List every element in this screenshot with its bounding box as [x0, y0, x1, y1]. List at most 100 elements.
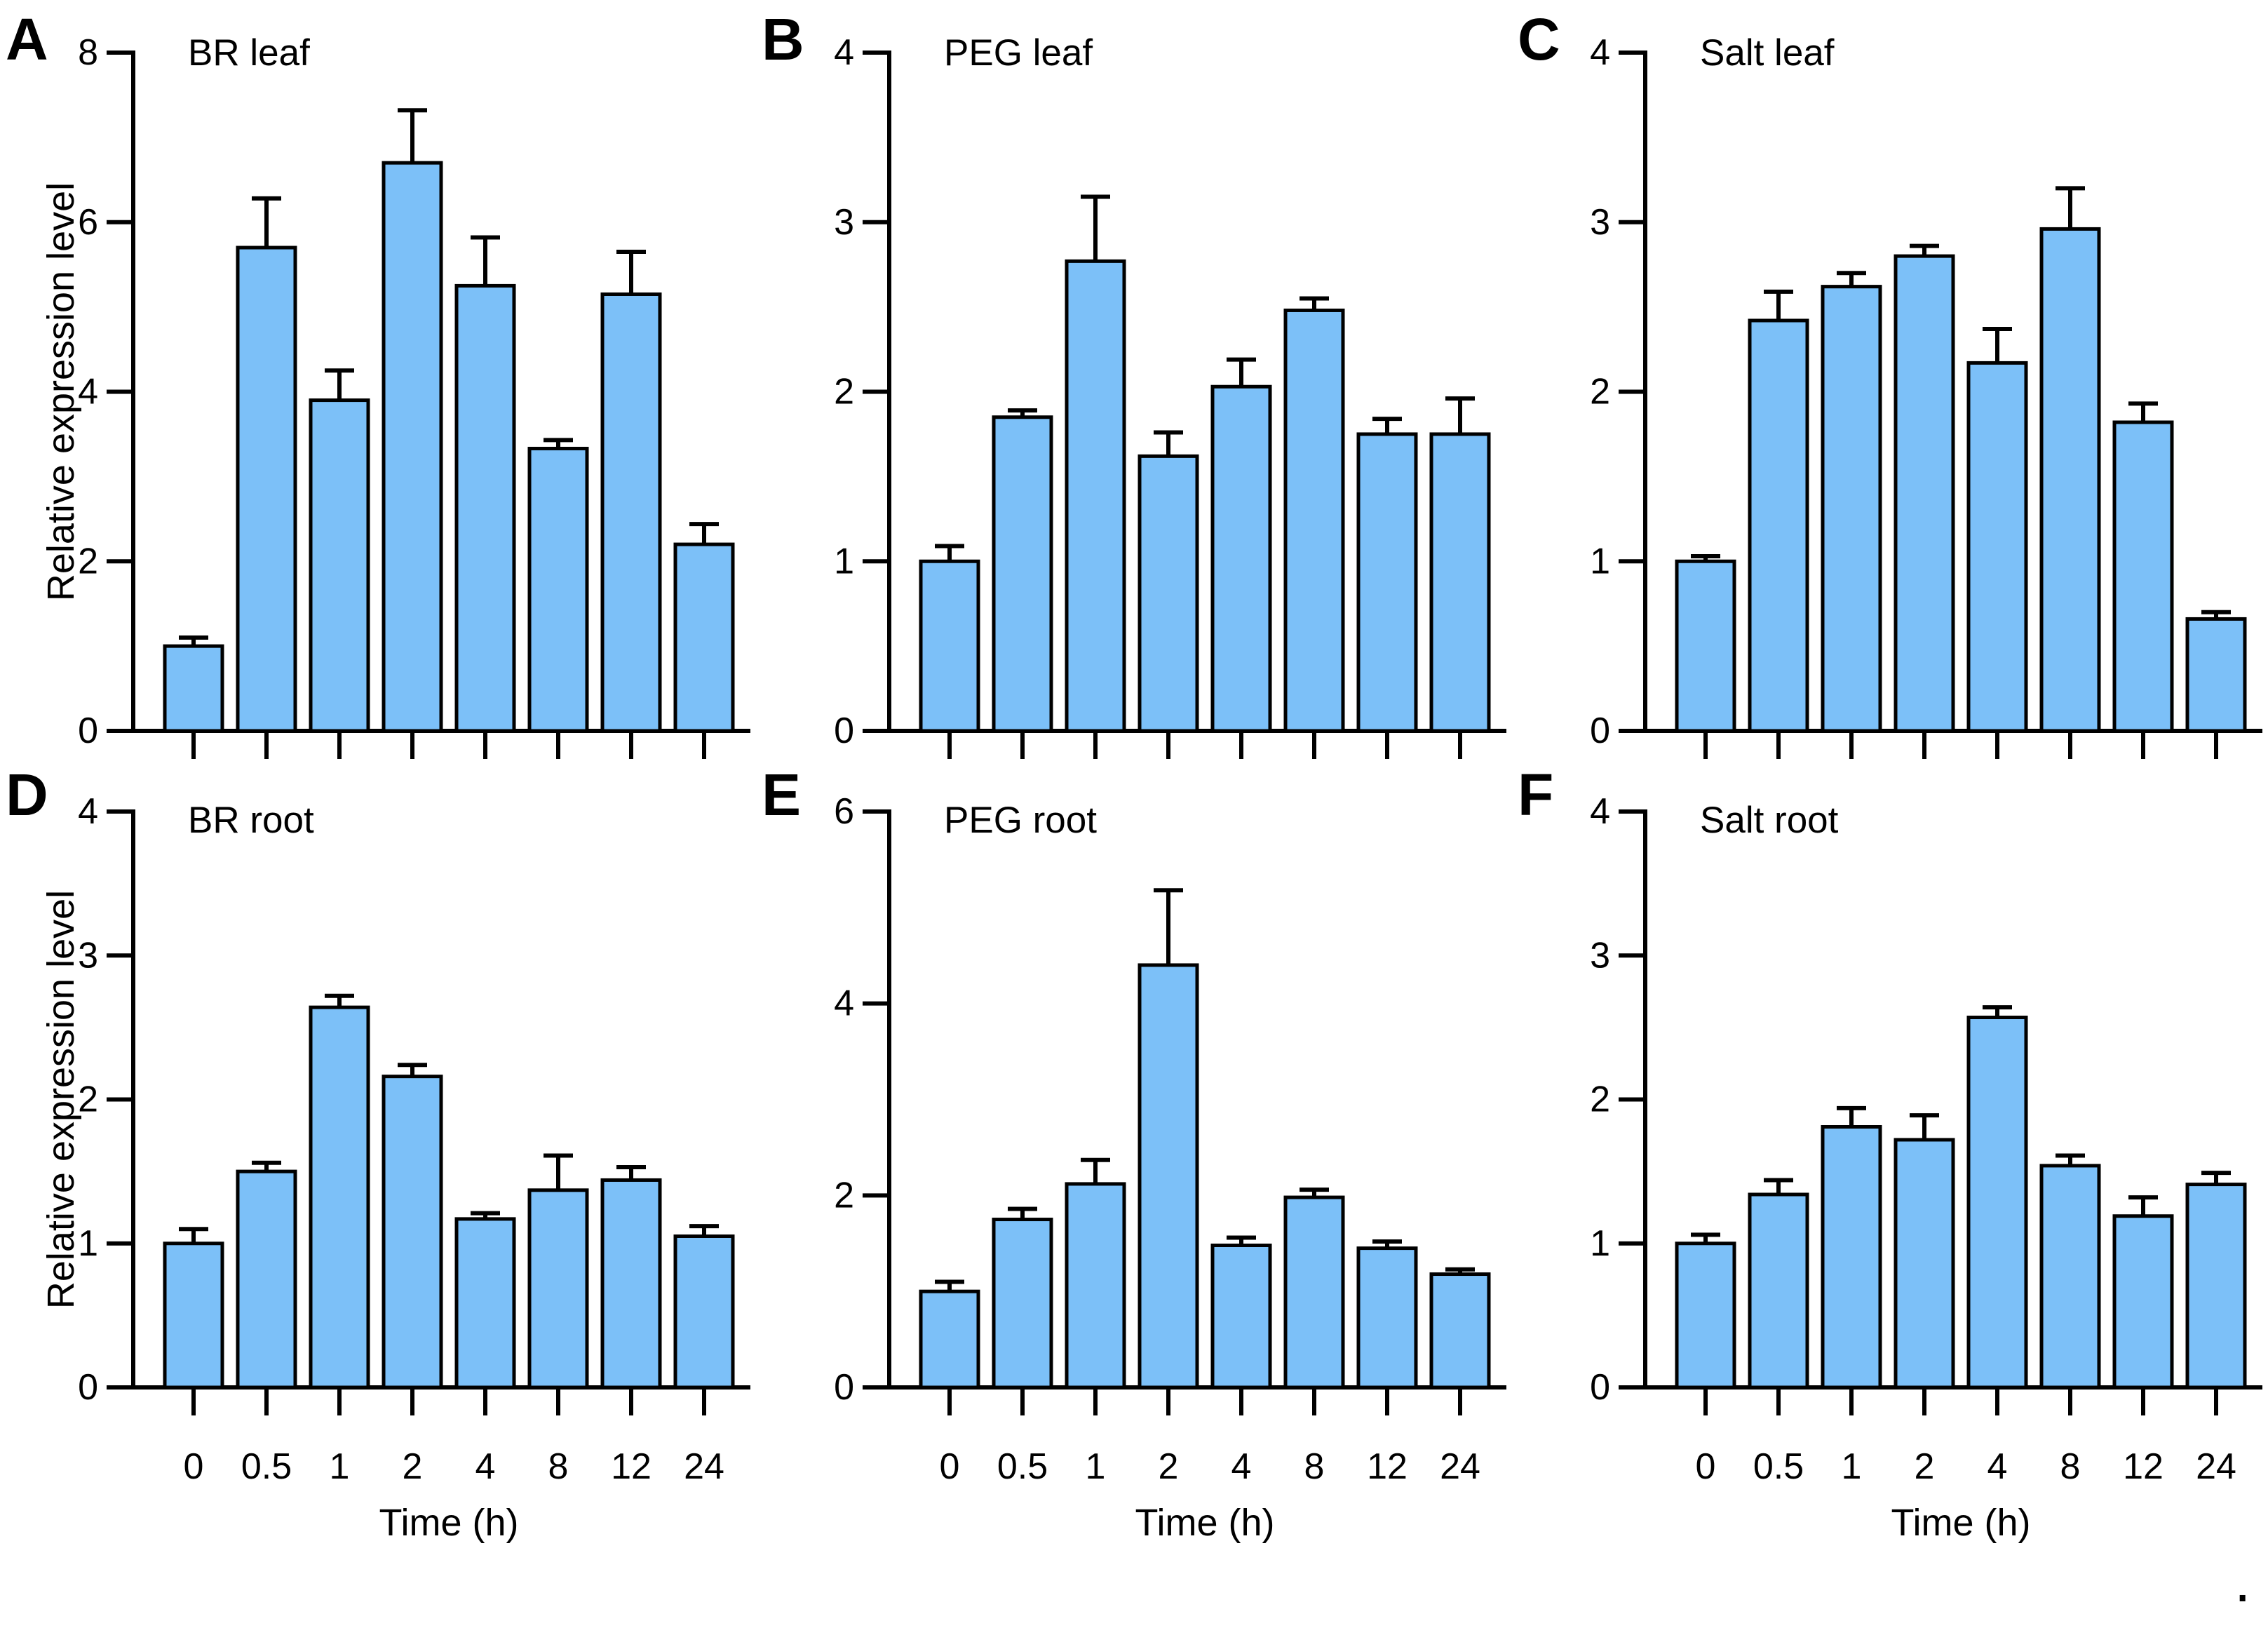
- x-tick-label: 24: [2196, 1446, 2236, 1487]
- bar: [1429, 432, 1491, 733]
- bar: [454, 1217, 516, 1390]
- y-tick-label: 4: [834, 32, 854, 73]
- panel-letter: F: [1518, 762, 1553, 828]
- x-tick-label: 24: [1440, 1446, 1480, 1487]
- y-tick-label: 1: [1590, 1223, 1610, 1264]
- y-tick-label: 0: [1590, 711, 1610, 751]
- bar: [309, 398, 370, 733]
- bar: [1894, 254, 1955, 733]
- x-tick-label: 2: [1915, 1446, 1935, 1487]
- y-tick-label: 0: [834, 1367, 854, 1408]
- x-axis-title: Time (h): [1135, 1502, 1275, 1544]
- x-tick-label: 8: [1304, 1446, 1325, 1487]
- bar: [1065, 1182, 1126, 1390]
- bar: [527, 1188, 589, 1390]
- bar: [673, 1234, 735, 1390]
- bar: [2039, 227, 2101, 733]
- x-tick-label: 8: [2060, 1446, 2081, 1487]
- x-tick-label: 1: [1086, 1446, 1106, 1487]
- x-tick-label: 12: [611, 1446, 652, 1487]
- bar: [454, 283, 516, 733]
- bar: [1966, 361, 2028, 733]
- bar: [1894, 1138, 1955, 1390]
- y-tick-label: 6: [834, 791, 854, 832]
- x-tick-label: 1: [1842, 1446, 1862, 1487]
- y-tick-label: 6: [78, 202, 98, 243]
- y-tick-label: 3: [1590, 935, 1610, 976]
- bar: [919, 1289, 980, 1390]
- bar: [382, 1075, 443, 1390]
- bar: [1966, 1016, 2028, 1390]
- x-tick-label: 4: [1231, 1446, 1252, 1487]
- panel-B-peg-leaf-chart: B PEG leaf 0 1 2 3 4: [762, 6, 1506, 759]
- panel-title: Salt root: [1700, 800, 1839, 841]
- y-tick-label: 0: [834, 711, 854, 751]
- bar: [163, 644, 224, 733]
- bar: [673, 542, 735, 733]
- y-axis-title: Relative expression level: [40, 890, 82, 1309]
- y-tick-label: 0: [78, 711, 98, 751]
- y-tick-label: 1: [78, 1223, 98, 1264]
- bar: [1748, 318, 1809, 733]
- x-tick-label: 4: [475, 1446, 496, 1487]
- y-tick-label: 4: [1590, 32, 1610, 73]
- bar: [1748, 1192, 1809, 1390]
- y-tick-label: 1: [1590, 541, 1610, 581]
- x-tick-label: 12: [1367, 1446, 1408, 1487]
- x-tick-label: 0.5: [241, 1446, 292, 1487]
- trailing-period: .: [2234, 1548, 2251, 1614]
- panel-letter: C: [1518, 6, 1560, 72]
- x-axis-title: Time (h): [379, 1502, 519, 1544]
- bar: [992, 1218, 1053, 1390]
- x-tick-label: 0.5: [997, 1446, 1048, 1487]
- bar: [236, 1169, 297, 1390]
- bar: [2112, 420, 2174, 733]
- bar: [1356, 1246, 1418, 1390]
- bar: [309, 1005, 370, 1390]
- bar: [163, 1242, 224, 1390]
- x-tick-label: 0.5: [1753, 1446, 1804, 1487]
- x-tick-label: 1: [330, 1446, 350, 1487]
- bar: [1065, 259, 1126, 733]
- panel-title: PEG leaf: [944, 32, 1093, 74]
- x-axis-title: Time (h): [1891, 1502, 2031, 1544]
- x-tick-label: 24: [684, 1446, 724, 1487]
- y-tick-label: 2: [834, 372, 854, 412]
- bar: [2112, 1214, 2174, 1390]
- y-axis-title: Relative expression level: [40, 182, 82, 601]
- panel-title: BR root: [188, 800, 314, 841]
- bar: [1283, 308, 1345, 733]
- bar: [1210, 384, 1272, 733]
- y-tick-label: 2: [78, 541, 98, 581]
- y-tick-label: 4: [78, 372, 98, 412]
- bar: [600, 1178, 662, 1390]
- bar: [600, 292, 662, 733]
- bar: [1138, 963, 1199, 1390]
- y-tick-label: 2: [834, 1175, 854, 1216]
- y-tick-label: 4: [834, 983, 854, 1024]
- bar: [382, 161, 443, 733]
- bar: [1675, 1242, 1736, 1390]
- panel-title: PEG root: [944, 800, 1097, 841]
- x-tick-label: 12: [2123, 1446, 2164, 1487]
- bar: [527, 446, 589, 733]
- y-tick-label: 4: [78, 791, 98, 832]
- bar: [2185, 1183, 2247, 1390]
- panel-C-salt-leaf-chart: C Salt leaf 0 1 2 3 4: [1518, 6, 2262, 759]
- panel-title: Salt leaf: [1700, 32, 1835, 74]
- x-tick-label: 0: [940, 1446, 960, 1487]
- x-tick-label: 2: [403, 1446, 423, 1487]
- bar: [1821, 1124, 1882, 1390]
- panel-letter: B: [762, 6, 804, 72]
- x-tick-label: 0: [184, 1446, 204, 1487]
- y-tick-label: 8: [78, 32, 98, 73]
- y-tick-label: 2: [1590, 1079, 1610, 1120]
- bar: [1138, 454, 1199, 733]
- bar: [1210, 1243, 1272, 1390]
- y-tick-label: 3: [834, 202, 854, 243]
- y-tick-label: 3: [78, 935, 98, 976]
- y-tick-label: 4: [1590, 791, 1610, 832]
